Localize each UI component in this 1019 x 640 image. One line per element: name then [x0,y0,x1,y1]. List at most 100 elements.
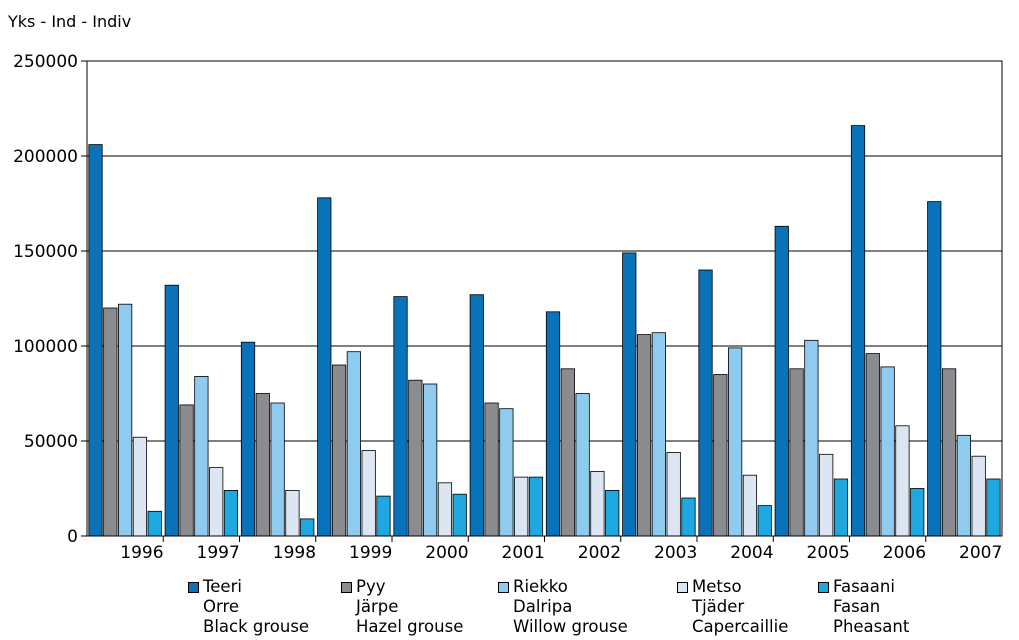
legend-swatch [188,582,199,593]
legend-label-line: Capercaillie [692,617,789,636]
x-tick-label: 1997 [197,543,240,563]
y-tick-label: 50000 [24,432,78,452]
bar-riekko [880,366,895,537]
bar-pyy [941,368,957,537]
bar-riekko [499,408,514,537]
y-tick-label: 250000 [13,52,78,72]
bar-teeri [850,125,866,537]
legend-label-line: Tjäder [692,597,745,616]
bar-metso [971,455,986,537]
bar-pyy [789,368,804,537]
bar-metso [514,476,529,537]
y-tick-label: 150000 [13,242,78,262]
bar-riekko [728,347,743,537]
bar-pyy [331,364,347,537]
bar-metso [819,453,834,537]
bar-pyy [636,334,652,537]
bar-teeri [774,225,789,537]
bar-pyy [865,353,880,537]
x-tick-label: 2005 [807,543,850,563]
x-tick-label: 2006 [883,543,926,563]
bar-fasaani [833,478,849,537]
bar-fasaani [147,510,162,537]
bar-pyy [103,307,118,537]
legend-label-line: Pyy [356,577,386,596]
legend-label: Riekko Dalripa Willow grouse [513,577,628,637]
bar-riekko [346,351,361,537]
bar-pyy [560,368,575,537]
y-tick-label: 200000 [13,147,78,167]
bar-metso [437,482,453,537]
bar-riekko [956,434,971,537]
legend-label-line: Fasaani [833,577,895,596]
bar-riekko [575,393,590,537]
bar-fasaani [300,518,315,537]
bar-fasaani [910,488,925,537]
bar-teeri [88,144,103,537]
bar-pyy [179,404,194,537]
legend-label: Fasaani Fasan Pheasant [833,577,909,637]
bar-metso [361,450,376,537]
legend: Teeri Orre Black grouse Pyy Järpe Hazel grous… [0,577,1019,640]
x-tick-label: 2001 [502,543,545,563]
bar-metso [132,436,148,537]
bar-fasaani [681,497,696,537]
y-tick-label: 0 [67,527,78,547]
legend-label-line: Riekko [513,577,568,596]
legend-swatch [498,582,509,593]
legend-label: Pyy Järpe Hazel grouse [356,577,463,637]
y-axis-unit-label: Yks - Ind - Indiv [8,12,132,31]
bar-fasaani [376,495,391,537]
legend-label-line: Fasan [833,597,881,616]
bar-riekko [804,339,819,537]
legend-label-line: Järpe [356,597,399,616]
bar-fasaani [605,489,620,537]
bar-metso [742,474,758,537]
x-tick-label: 1999 [349,543,392,563]
x-tick-label: 2004 [730,543,773,563]
legend-label-line: Orre [203,597,240,616]
bar-pyy [255,393,270,537]
bar-fasaani [528,476,544,537]
y-tick-label: 100000 [13,337,78,357]
bar-teeri [393,296,408,537]
legend-swatch [677,582,688,593]
legend-label-line: Metso [692,577,742,596]
bar-pyy [408,379,423,537]
x-tick-label: 2003 [654,543,697,563]
legend-label-line: Pheasant [833,617,910,636]
bar-fasaani [986,478,1001,537]
bar-pyy [713,374,728,537]
legend-label-line: Black grouse [203,617,310,636]
bar-riekko [270,402,285,537]
legend-label-line: Hazel grouse [356,617,464,636]
bar-fasaani [223,489,239,537]
x-tick-label: 2007 [959,543,1002,563]
legend-label-line: Teeri [203,577,242,596]
bar-fasaani [452,493,467,537]
bar-metso [285,489,300,537]
bar-pyy [484,402,499,537]
x-tick-label: 1998 [273,543,316,563]
bar-riekko [194,375,209,537]
bar-teeri [164,284,179,537]
bar-metso [209,467,224,537]
bar-teeri [317,197,332,537]
bar-riekko [118,303,133,537]
legend-swatch [341,582,352,593]
bar-metso [590,470,605,537]
bar-riekko [651,332,666,537]
legend-label: Teeri Orre Black grouse [203,577,309,637]
legend-label: Metso Tjäder Capercaillie [692,577,788,637]
bar-metso [666,451,681,537]
bar-teeri [927,201,942,537]
bar-teeri [698,269,713,537]
bar-teeri [622,252,637,537]
x-tick-label: 2002 [578,543,621,563]
bar-teeri [240,341,256,537]
legend-label-line: Dalripa [513,597,573,616]
legend-label-line: Willow grouse [513,617,628,636]
bar-fasaani [757,505,772,537]
legend-swatch [818,582,829,593]
bar-chart: 0 50000 100000 150000 200000 250000 1996 1997 19… [13,52,1003,563]
